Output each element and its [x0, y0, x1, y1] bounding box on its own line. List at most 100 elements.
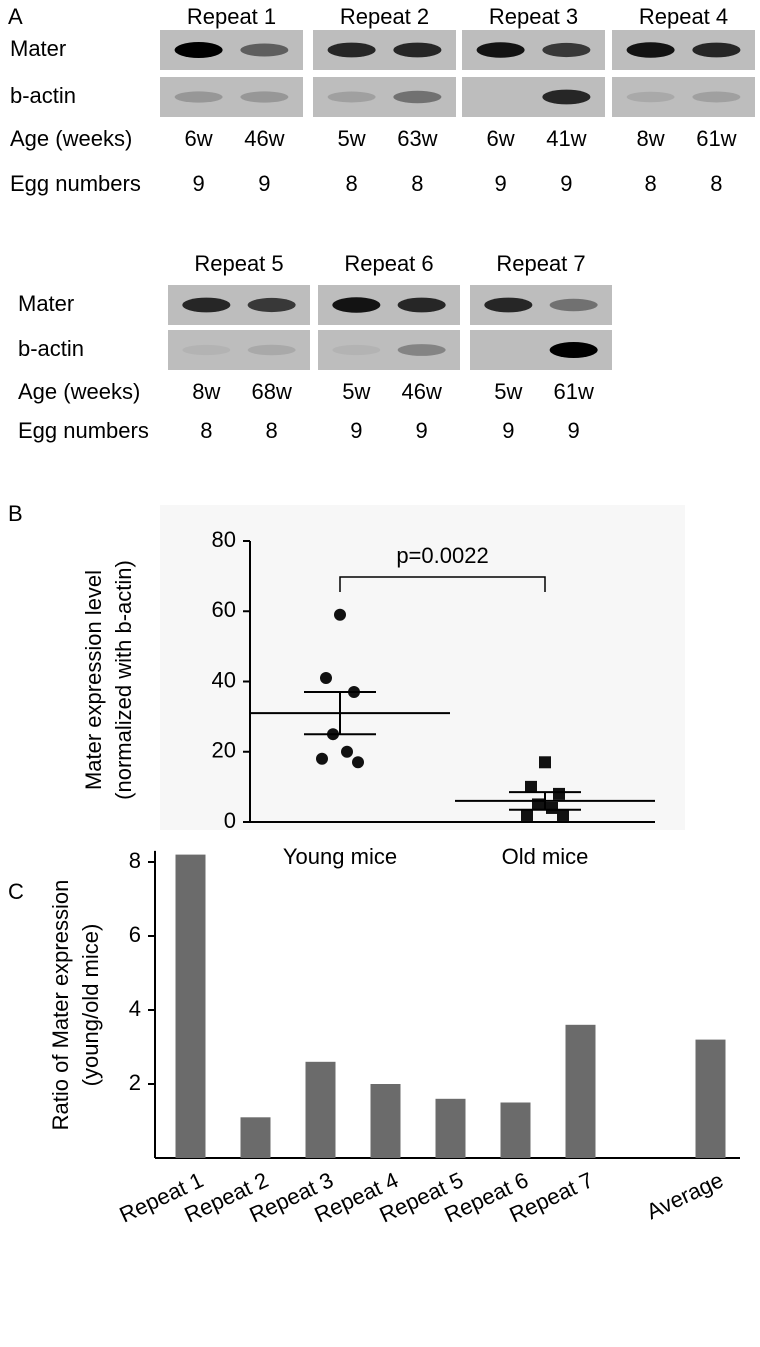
age-label: 5w — [494, 379, 522, 404]
blot-band — [397, 344, 446, 356]
blot-band — [182, 297, 231, 313]
data-point — [521, 808, 533, 821]
blot-band — [393, 90, 442, 104]
data-point — [539, 756, 551, 769]
row-label: b-actin — [10, 83, 76, 108]
row-label: Egg numbers — [10, 171, 141, 196]
egg-number: 8 — [644, 171, 656, 196]
row-label: Egg numbers — [18, 418, 149, 443]
age-label: 8w — [637, 126, 665, 151]
age-label: 46w — [401, 379, 441, 404]
age-label: 8w — [192, 379, 220, 404]
blot-band — [549, 298, 598, 312]
repeat-title: Repeat 5 — [194, 251, 283, 276]
age-label: 5w — [342, 379, 370, 404]
age-label: 46w — [244, 126, 284, 151]
data-point — [334, 608, 346, 621]
bar — [305, 1061, 336, 1158]
blot-band — [542, 42, 591, 58]
blot-band — [549, 342, 598, 358]
data-point — [320, 671, 332, 684]
blot-band — [247, 297, 296, 313]
blot-band — [692, 42, 741, 58]
bar — [370, 1084, 401, 1158]
data-point — [557, 808, 569, 821]
row-label: Mater — [10, 36, 66, 61]
x-tick-label: Young mice — [283, 844, 397, 869]
repeat-title: Repeat 2 — [340, 4, 429, 29]
egg-number: 8 — [411, 171, 423, 196]
bar — [565, 1024, 596, 1158]
bar — [500, 1102, 531, 1158]
data-point — [553, 787, 565, 800]
egg-number: 9 — [258, 171, 270, 196]
blot-strip — [318, 330, 460, 370]
age-label: 61w — [553, 379, 593, 404]
blot-band — [332, 344, 381, 356]
y-tick-label: 20 — [212, 738, 236, 763]
age-label: 61w — [696, 126, 736, 151]
bar — [175, 854, 206, 1158]
data-point — [341, 745, 353, 758]
blot-strip — [313, 77, 456, 117]
y-axis-label: (normalized with b-actin) — [111, 560, 136, 800]
egg-number: 8 — [345, 171, 357, 196]
y-axis-label: Mater expression level — [81, 570, 106, 790]
egg-number: 9 — [350, 418, 362, 443]
bar — [240, 1117, 271, 1158]
blot-band — [397, 297, 446, 313]
blot-band — [182, 344, 231, 356]
blot-band — [247, 344, 296, 356]
age-label: 63w — [397, 126, 437, 151]
blot-strip — [612, 77, 755, 117]
blot-band — [174, 42, 223, 58]
blot-band — [332, 297, 381, 313]
age-label: 6w — [487, 126, 515, 151]
age-label: 5w — [338, 126, 366, 151]
data-point — [316, 752, 328, 765]
repeat-title: Repeat 1 — [187, 4, 276, 29]
age-label: 41w — [546, 126, 586, 151]
blot-band — [476, 42, 525, 58]
plot-background — [160, 505, 685, 830]
repeat-title: Repeat 6 — [344, 251, 433, 276]
data-point — [546, 801, 558, 814]
x-tick-label: Average — [643, 1167, 727, 1224]
annotation: p=0.0022 — [396, 543, 488, 568]
bar — [435, 1098, 466, 1158]
egg-number: 9 — [560, 171, 572, 196]
y-tick-label: 8 — [129, 848, 141, 873]
y-tick-label: 60 — [212, 597, 236, 622]
blot-band — [626, 91, 675, 103]
age-label: 6w — [185, 126, 213, 151]
egg-number: 9 — [416, 418, 428, 443]
blot-band — [692, 91, 741, 103]
blot-band — [626, 42, 675, 58]
blot-strip — [160, 77, 303, 117]
significance-bracket — [339, 576, 546, 592]
blot-strip — [168, 330, 310, 370]
panel-label: C — [8, 879, 24, 904]
repeat-title: Repeat 7 — [496, 251, 585, 276]
row-label: Age (weeks) — [10, 126, 132, 151]
row-label: Mater — [18, 291, 74, 316]
egg-number: 9 — [502, 418, 514, 443]
blot-band — [484, 297, 533, 313]
row-label: b-actin — [18, 336, 84, 361]
y-axis-label: Ratio of Mater expression — [48, 880, 73, 1131]
y-tick-label: 0 — [224, 808, 236, 833]
blot-band — [542, 89, 591, 105]
y-tick-label: 2 — [129, 1070, 141, 1095]
blot-band — [327, 91, 376, 103]
blot-band — [327, 42, 376, 58]
y-tick-label: 4 — [129, 996, 141, 1021]
repeat-title: Repeat 4 — [639, 4, 728, 29]
row-label: Age (weeks) — [18, 379, 140, 404]
egg-number: 8 — [266, 418, 278, 443]
egg-number: 8 — [710, 171, 722, 196]
panel-label: A — [8, 4, 23, 29]
blot-band — [240, 91, 289, 103]
egg-number: 9 — [494, 171, 506, 196]
y-tick-label: 40 — [212, 667, 236, 692]
